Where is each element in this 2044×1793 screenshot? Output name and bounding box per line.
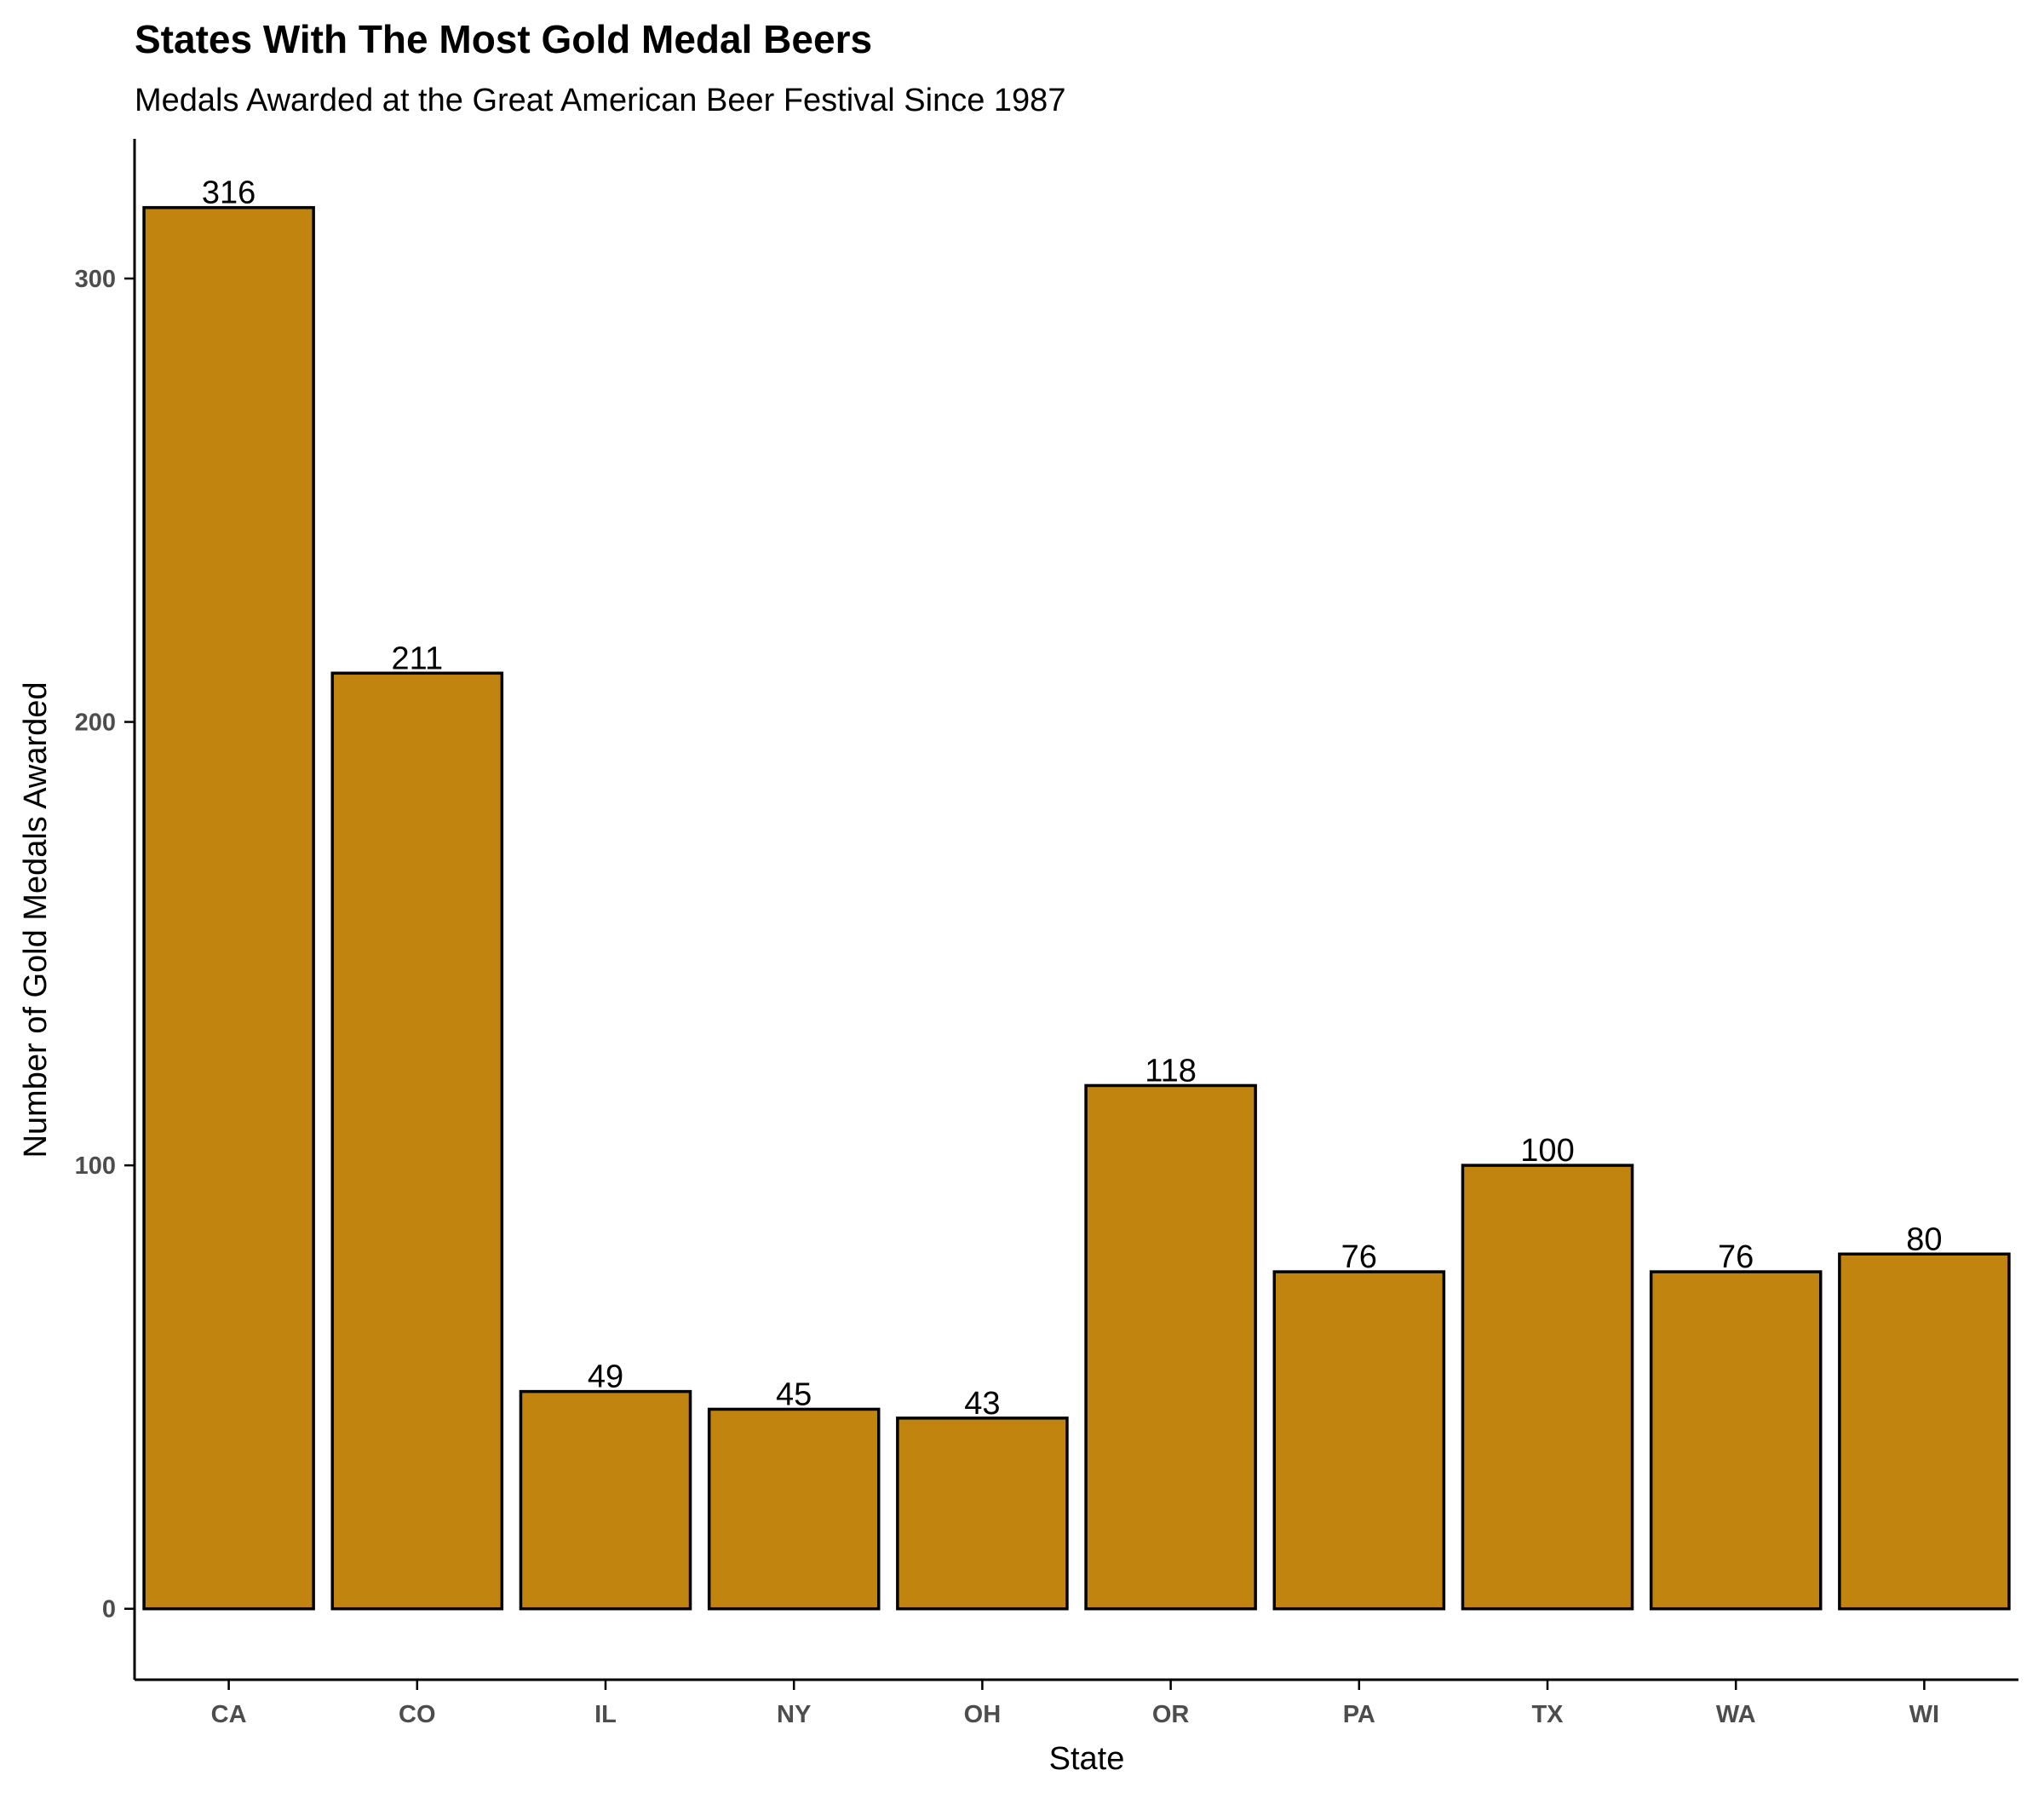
data-label-ca: 316 <box>202 175 256 211</box>
data-label-tx: 100 <box>1520 1133 1574 1169</box>
x-tick-label-il: IL <box>594 1701 617 1728</box>
x-tick-label-or: OR <box>1152 1701 1190 1728</box>
y-tick-label: 200 <box>75 710 116 737</box>
data-label-co: 211 <box>392 641 444 676</box>
data-label-ny: 45 <box>776 1376 812 1412</box>
data-label-or: 118 <box>1145 1053 1197 1089</box>
bar-ca <box>142 205 315 1611</box>
y-tick-label: 100 <box>75 1152 116 1180</box>
x-tick-label-tx: TX <box>1531 1701 1564 1728</box>
bar-tx <box>1461 1164 1634 1611</box>
bar-wi <box>1838 1252 2011 1611</box>
x-tick-label-co: CO <box>399 1701 436 1728</box>
x-tick-label-ca: CA <box>211 1701 247 1728</box>
data-label-il: 49 <box>588 1359 623 1395</box>
bar-wa <box>1649 1270 1823 1611</box>
data-label-wi: 80 <box>1906 1221 1942 1257</box>
x-tick-label-wi: WI <box>1909 1701 1939 1728</box>
bar-ny <box>707 1407 881 1611</box>
data-label-pa: 76 <box>1341 1239 1377 1275</box>
chart-subtitle: Medals Awarded at the Great American Bee… <box>135 83 1065 118</box>
data-label-wa: 76 <box>1718 1239 1754 1275</box>
plot-area: 316 CA 211 CO 49 IL 45 NY 43 OH 118 OR 76 PA 100 TX 76 WA… <box>75 139 2018 1728</box>
bar-oh <box>896 1417 1069 1611</box>
x-axis-title: State <box>1049 1741 1125 1777</box>
y-axis-title: Number of Gold Medals Awarded <box>18 681 54 1158</box>
x-tick-label-wa: WA <box>1716 1701 1756 1728</box>
chart-title: States With The Most Gold Medal Beers <box>135 17 872 61</box>
bar-il <box>519 1389 692 1611</box>
x-tick-label-pa: PA <box>1343 1701 1375 1728</box>
y-tick-label: 300 <box>75 266 116 293</box>
bar-co <box>330 671 504 1611</box>
y-tick-label: 0 <box>102 1596 116 1623</box>
x-tick-label-oh: OH <box>964 1701 1002 1728</box>
bar-or <box>1084 1083 1257 1611</box>
bar-pa <box>1272 1270 1446 1611</box>
data-label-oh: 43 <box>964 1386 1000 1422</box>
x-tick-label-ny: NY <box>777 1701 811 1728</box>
